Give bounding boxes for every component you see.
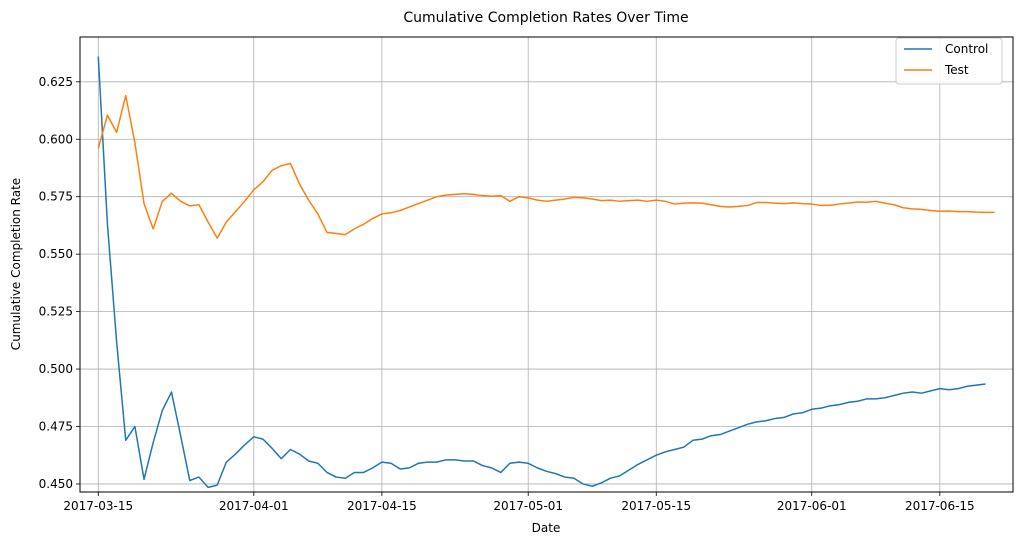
y-tick-label: 0.625 <box>39 75 73 89</box>
y-tick-label: 0.600 <box>39 132 73 146</box>
x-tick-label: 2017-04-15 <box>347 499 417 513</box>
grid-lines <box>80 37 1013 492</box>
y-tick-label: 0.575 <box>39 190 73 204</box>
series-line-test <box>97 94 995 239</box>
x-axis-title: Date <box>532 521 561 535</box>
x-tick-label: 2017-03-15 <box>63 499 133 513</box>
x-axis-ticks: 2017-03-15 2017-04-01 2017-04-15 2017-05-01… <box>63 492 975 513</box>
x-tick-label: 2017-04-01 <box>219 499 289 513</box>
y-tick-label: 0.550 <box>39 247 73 261</box>
y-tick-label: 0.475 <box>39 420 73 434</box>
series-line-control <box>97 56 986 489</box>
y-tick-label: 0.525 <box>39 305 73 319</box>
x-tick-label: 2017-05-15 <box>621 499 691 513</box>
y-axis-ticks: 0.450 0.475 0.500 0.525 0.550 0.575 0.600 0.625 <box>39 75 80 491</box>
x-tick-label: 2017-05-01 <box>493 499 563 513</box>
plot-frame <box>79 36 1014 493</box>
legend-label-test: Test <box>944 63 969 77</box>
y-tick-label: 0.500 <box>39 362 73 376</box>
y-axis-title: Cumulative Completion Rate <box>9 178 23 350</box>
x-tick-label: 2017-06-15 <box>905 499 975 513</box>
y-tick-label: 0.450 <box>39 477 73 491</box>
legend: Control Test <box>895 37 1003 85</box>
series-lines <box>97 56 995 489</box>
chart-title: Cumulative Completion Rates Over Time <box>403 10 688 26</box>
legend-label-control: Control <box>945 42 988 56</box>
x-tick-label: 2017-06-01 <box>777 499 847 513</box>
